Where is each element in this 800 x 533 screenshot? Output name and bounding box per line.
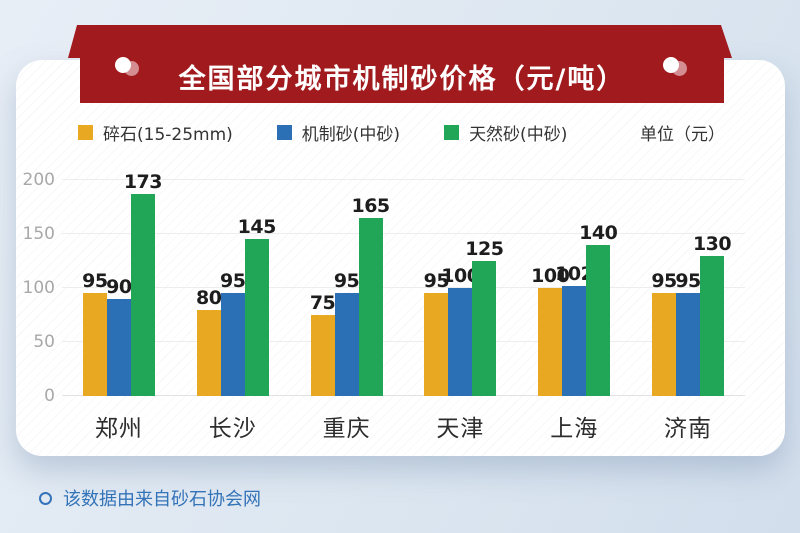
bar-value-label: 140 [579,221,618,244]
bar: 100 [531,265,570,396]
source-note: 该数据由来自砂石协会网 [39,485,261,511]
legend-swatch [78,124,93,140]
bar: 130 [693,233,732,396]
legend-swatch [276,124,292,140]
bar: 145 [238,216,276,396]
y-tick-label: 0 [44,386,55,406]
bar-value-label: 165 [351,194,390,217]
source-note-text: 该数据由来自砂石协会网 [63,489,261,510]
bar-group: 95 95 130 济南 [651,233,732,442]
bar-value-label: 100 [531,265,570,287]
bar-group: 75 95 165 重庆 [310,195,390,442]
legend-items: 碎石(15-25mm) 机制砂(中砂) 天然砂(中砂) [78,120,567,145]
chart-card: 碎石(15-25mm) 机制砂(中砂) 天然砂(中砂) 单位（元） 0 50 100 15… [16,60,785,456]
legend-item: 机制砂(中砂) [276,120,401,145]
legend-item: 碎石(15-25mm) [78,120,233,145]
bar-value-label: 95 [675,270,701,293]
unit-label: 单位（元） [640,124,725,145]
title-banner: 全国部分城市机制砂价格（元/吨） [0,0,800,110]
bar: 125 [465,238,504,396]
bar: 100 [441,265,480,396]
bar-group: 100 102 140 上海 [531,222,618,442]
bar: 173 [124,171,162,396]
category-label: 济南 [664,416,713,442]
legend-item-label: 碎石(15-25mm) [103,124,233,145]
category-label: 长沙 [208,416,257,442]
bar-value-label: 145 [237,216,277,239]
bullet-ring-icon [39,491,52,505]
bar: 95 [334,270,360,396]
gridline [62,179,745,180]
bar-value-label: 102 [555,262,594,285]
gridline [62,233,745,234]
bar: 95 [82,270,108,396]
bar: 102 [555,263,594,396]
bar-value-label: 95 [82,270,108,293]
bar-value-label: 95 [651,270,677,293]
legend-item-label: 机制砂(中砂) [301,124,401,145]
banner-dot [663,57,679,73]
page-title: 全国部分城市机制砂价格（元/吨） [178,64,626,95]
bar-value-label: 95 [423,270,450,293]
bar: 95 [220,270,246,396]
bar-value-label: 125 [465,238,504,260]
bar-group: 95 100 125 天津 [424,238,504,442]
category-label: 重庆 [322,416,371,442]
category-label: 上海 [550,416,599,442]
bar-value-label: 90 [106,275,132,298]
bar-value-label: 130 [692,232,732,255]
category-label: 郑州 [94,416,143,442]
bar: 75 [310,292,336,396]
bar-value-label: 173 [123,171,163,194]
y-tick-label: 100 [22,278,55,298]
bar: 95 [424,270,450,396]
bar-value-label: 80 [196,286,222,309]
gridline [62,395,745,396]
gridline [62,341,745,342]
legend-item: 天然砂(中砂) [444,120,567,145]
gridline [62,287,745,288]
legend-item-label: 天然砂(中砂) [469,124,568,145]
banner-shape [68,25,732,103]
bar-value-label: 95 [333,270,360,293]
ribbon-shape-svg [68,25,732,103]
banner-dot [115,57,131,73]
y-tick-label: 150 [22,224,55,244]
category-label: 天津 [436,416,485,442]
bar-group: 95 90 173 郑州 [82,171,162,442]
bar: 80 [196,287,222,396]
bar-groups: 95 90 173 郑州 80 95 145 长沙 75 95 165 重庆 95 100 125 天津 100… [62,171,745,442]
y-tick-label: 200 [22,170,55,190]
bar: 95 [675,270,701,396]
bar-value-label: 100 [441,265,480,287]
bar: 165 [351,195,390,396]
legend: 碎石(15-25mm) 机制砂(中砂) 天然砂(中砂) 单位（元） [78,124,725,145]
legend-swatch [444,124,460,140]
bar-value-label: 75 [309,292,336,314]
bar: 140 [579,222,618,396]
bar: 95 [651,270,677,396]
y-tick-label: 50 [33,332,55,352]
bar: 90 [106,276,132,396]
plot-area: 0 50 100 150 200 95 90 173 郑州 80 95 145 长沙 75 95 165 重庆 9… [23,170,745,442]
bar-group: 80 95 145 长沙 [196,216,276,442]
bar-value-label: 95 [220,270,246,293]
